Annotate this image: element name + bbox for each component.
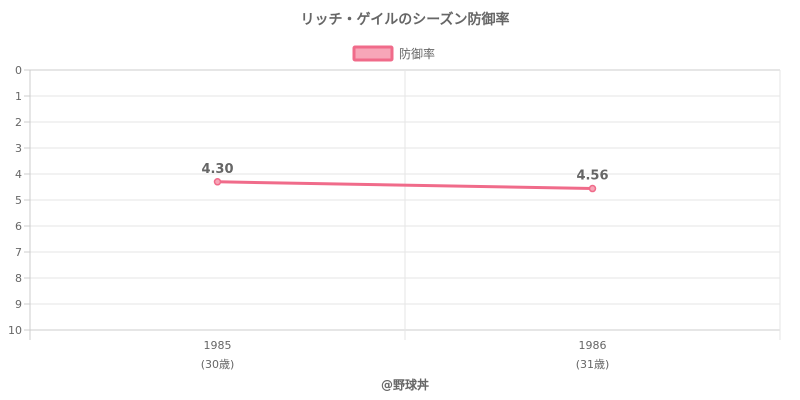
x-tick-label: 1986 bbox=[579, 339, 607, 352]
x-axis: 1985 (30歳) 1986 (31歳) bbox=[201, 339, 610, 371]
data-label: 4.30 bbox=[201, 162, 233, 177]
y-tick-label: 10 bbox=[8, 324, 22, 337]
data-point bbox=[588, 184, 597, 193]
y-tick-label: 9 bbox=[15, 298, 22, 311]
y-tick-label: 4 bbox=[15, 168, 22, 181]
series-polyline bbox=[217, 180, 593, 191]
y-axis: 0 1 2 3 4 5 6 7 8 9 10 bbox=[8, 64, 30, 337]
legend-label: 防御率 bbox=[399, 46, 435, 61]
x-tick-label: 1985 bbox=[204, 339, 232, 352]
credit: @野球丼 bbox=[381, 377, 429, 392]
y-tick-label: 6 bbox=[15, 220, 22, 233]
x-tick-sublabel: (31歳) bbox=[576, 358, 610, 371]
x-tick-sublabel: (30歳) bbox=[201, 358, 235, 371]
grid bbox=[29, 69, 781, 340]
data-label: 4.56 bbox=[576, 169, 608, 184]
y-tick-label: 5 bbox=[15, 194, 22, 207]
y-tick-label: 8 bbox=[15, 272, 22, 285]
y-tick-label: 3 bbox=[15, 142, 22, 155]
legend[interactable]: 防御率 bbox=[352, 45, 435, 62]
data-point bbox=[213, 178, 222, 186]
y-tick-label: 1 bbox=[15, 90, 22, 103]
legend-swatch bbox=[352, 45, 394, 62]
series-line: 4.30 4.56 bbox=[201, 162, 609, 193]
y-tick-label: 7 bbox=[15, 246, 22, 259]
y-tick-label: 0 bbox=[15, 64, 22, 77]
chart-title: リッチ・ゲイルのシーズン防御率 bbox=[300, 11, 509, 28]
y-tick-label: 2 bbox=[15, 116, 22, 129]
